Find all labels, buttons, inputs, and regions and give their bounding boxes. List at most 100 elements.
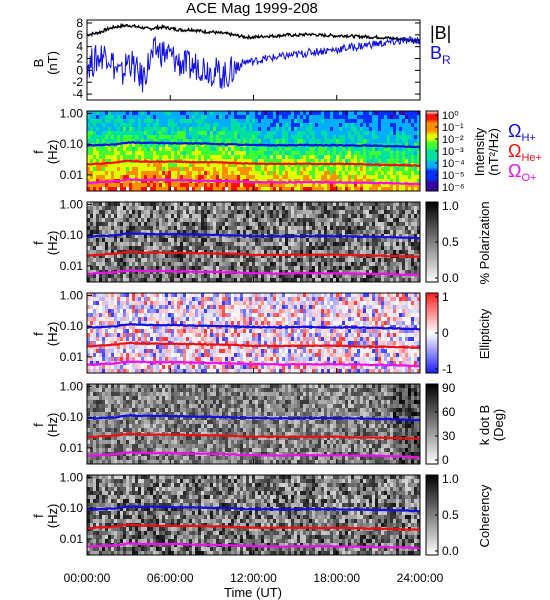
intensity-colorbar-tick-label: 10⁻³ xyxy=(442,146,464,158)
series-btotal-line xyxy=(86,22,421,45)
ellipticity-ylabel: f xyxy=(31,332,46,336)
bfield-tick-label: 4 xyxy=(76,40,83,54)
coherency-omega-he-line xyxy=(86,523,421,531)
kdotb-yunit: (Hz) xyxy=(45,413,60,438)
intensity-ylabel: f xyxy=(31,150,46,154)
polarization-omega-he-line xyxy=(86,250,421,258)
ellipticity-colorbar-label: Ellipticity xyxy=(477,308,492,359)
series-bradial-line xyxy=(86,36,421,93)
coherency-colorbar-label: Coherency xyxy=(477,484,492,547)
polarization-tick-label: 1.00 xyxy=(60,197,84,211)
kdotb-omega-h-line xyxy=(86,413,421,422)
ellipticity-omega-h-line xyxy=(86,322,421,331)
intensity-omega-he-line xyxy=(86,159,421,168)
polarization-tick-label: 0.10 xyxy=(60,228,84,242)
intensity-spectrogram xyxy=(87,111,421,192)
intensity-colorbar-tick-label: 10⁻⁵ xyxy=(442,170,465,182)
intensity-colorbar-tick-label: 10⁻⁴ xyxy=(442,158,465,170)
kdotb-ylabel: f xyxy=(31,423,46,427)
intensity-colorbar-label: Intensity xyxy=(472,127,487,176)
intensity-tick-label: 0.01 xyxy=(60,168,84,182)
coherency-omega-h-line xyxy=(86,505,421,513)
panel-ellipticity: 1.00 0.10 0.01 f (Hz) 1 0 -1 Ellipticity xyxy=(31,288,492,376)
polarization-colorbar-tick-label: 0.0 xyxy=(442,271,459,285)
legend-omega-h: ΩH+ xyxy=(508,121,536,144)
intensity-colorbar-tick-label: 10⁰ xyxy=(442,110,459,122)
legend-omega-o: ΩO+ xyxy=(508,161,536,184)
ellipticity-omega-he-line xyxy=(86,341,421,349)
kdotb-colorbar xyxy=(425,383,439,465)
kdotb-colorbar-tick-label: 60 xyxy=(442,405,456,419)
intensity-omega-h-line xyxy=(86,141,421,149)
kdotb-colorbar-unit: (Deg) xyxy=(491,409,506,442)
x-tick-label: 24:00:00 xyxy=(397,571,444,585)
x-tick-label: 00:00:00 xyxy=(64,571,111,585)
kdotb-colorbar-tick-label: 0 xyxy=(442,453,449,467)
ellipticity-omega-o-line xyxy=(86,360,420,368)
kdotb-tick-label: 1.00 xyxy=(60,379,84,393)
panel-intensity: 1.00 0.10 0.01 f (Hz) 10⁰10⁻¹10⁻²10⁻³10⁻⁴10⁻⁵… xyxy=(31,106,501,194)
panel-coherency: 1.00 0.10 0.01 f (Hz) 1.0 0.5 0.0 Coherency xyxy=(31,470,492,558)
ellipticity-colorbar-tick-label: -1 xyxy=(442,362,453,376)
intensity-colorbar-unit: (nT²/Hz) xyxy=(486,128,501,176)
bfield-tick-label: 2 xyxy=(76,52,83,66)
x-tick-label: 12:00:00 xyxy=(230,571,277,585)
bfield-tick-label: -2 xyxy=(72,75,83,89)
bfield-tick-label: -4 xyxy=(72,87,83,101)
coherency-colorbar-tick-label: 0.0 xyxy=(442,544,459,558)
ellipticity-tick-label: 1.00 xyxy=(60,288,84,302)
polarization-omega-h-line xyxy=(86,232,421,240)
polarization-yunit: (Hz) xyxy=(45,231,60,256)
coherency-tick-label: 0.10 xyxy=(60,501,84,515)
coherency-colorbar-tick-label: 1.0 xyxy=(442,472,459,486)
kdotb-colorbar-tick-label: 30 xyxy=(442,429,456,443)
coherency-colorbar-tick-label: 0.5 xyxy=(442,508,459,522)
coherency-yunit: (Hz) xyxy=(45,504,60,529)
chart-title: ACE Mag 1999-208 xyxy=(186,0,318,17)
legend-omega-he: ΩHe+ xyxy=(508,141,542,164)
bfield-yunit: (nT) xyxy=(45,51,60,75)
panel-kdotb: 1.00 0.10 0.01 f (Hz) 90 60 30 0 k dot B (Deg) xyxy=(31,379,506,467)
intensity-colorbar-tick-label: 10⁻¹ xyxy=(442,122,464,134)
ellipticity-yunit: (Hz) xyxy=(45,322,60,347)
x-axis-label: Time (UT) xyxy=(224,585,282,600)
kdotb-colorbar-tick-label: 90 xyxy=(442,381,456,395)
coherency-spectrogram xyxy=(87,475,421,556)
polarization-ylabel: f xyxy=(31,241,46,245)
polarization-colorbar-tick-label: 0.5 xyxy=(442,235,459,249)
polarization-colorbar-tick-label: 1.0 xyxy=(442,199,459,213)
ellipticity-tick-label: 0.01 xyxy=(60,350,84,364)
coherency-ylabel: f xyxy=(31,514,46,518)
polarization-colorbar-label: % Polarization xyxy=(477,201,492,284)
coherency-omega-o-line xyxy=(86,542,421,550)
intensity-colorbar-tick-label: 10⁻⁶ xyxy=(442,182,465,194)
x-tick-label: 18:00:00 xyxy=(313,571,360,585)
kdotb-colorbar-label: k dot B xyxy=(477,405,492,445)
ellipticity-tick-label: 0.10 xyxy=(60,319,84,333)
x-tick-label: 06:00:00 xyxy=(147,571,194,585)
x-axis-ticks: 00:00:00 06:00:00 12:00:00 18:00:00 24:00:00 xyxy=(64,95,444,585)
intensity-colorbar-tick-label: 10⁻² xyxy=(442,134,464,146)
intensity-omega-o-line xyxy=(86,177,420,186)
bfield-plot-area xyxy=(86,22,421,93)
intensity-tick-label: 1.00 xyxy=(60,106,84,120)
gyro-legend: ΩH+ ΩHe+ ΩO+ xyxy=(508,121,542,184)
bfield-tick-label: 8 xyxy=(76,16,83,30)
bfield-tick-label: 6 xyxy=(76,28,83,42)
legend-btotal: |B| xyxy=(430,23,451,43)
ellipticity-colorbar-tick-label: 0 xyxy=(442,326,449,340)
coherency-tick-label: 0.01 xyxy=(60,532,84,546)
legend-bradial: BR xyxy=(430,43,451,67)
bfield-ylabel: B xyxy=(31,59,46,68)
coherency-tick-label: 1.00 xyxy=(60,470,84,484)
panel-polarization: 1.00 0.10 0.01 f (Hz) 1.0 0.5 0.0 % Polarization xyxy=(31,197,492,285)
ellipticity-colorbar-tick-label: 1 xyxy=(442,290,449,304)
kdotb-tick-label: 0.01 xyxy=(60,441,84,455)
kdotb-omega-he-line xyxy=(86,432,421,441)
kdotb-omega-o-line xyxy=(86,451,421,459)
bfield-tick-label: 0 xyxy=(76,63,83,77)
intensity-yunit: (Hz) xyxy=(45,140,60,165)
intensity-tick-label: 0.10 xyxy=(60,137,84,151)
